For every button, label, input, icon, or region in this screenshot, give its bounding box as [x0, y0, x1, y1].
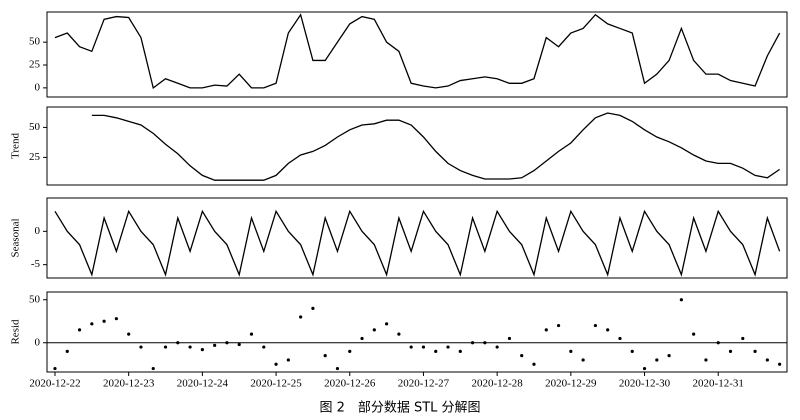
series-line	[54, 209, 781, 277]
resid-point	[348, 349, 352, 353]
resid-point	[421, 345, 426, 349]
y-axis-label: Trend	[10, 133, 22, 159]
resid-point	[225, 341, 229, 345]
resid-point	[360, 336, 364, 341]
resid-point	[495, 345, 499, 349]
resid-point	[139, 345, 143, 349]
resid-point	[127, 332, 131, 336]
x-tick-label: 2020-12-31	[693, 378, 744, 390]
y-tick-label: -5	[31, 258, 41, 270]
resid-point	[311, 306, 315, 310]
resid-point	[593, 323, 597, 328]
resid-point	[90, 322, 94, 326]
resid-point	[667, 354, 671, 358]
resid-point	[188, 345, 192, 349]
resid-point	[692, 332, 696, 336]
resid-point	[372, 328, 376, 332]
resid-point	[507, 336, 512, 341]
resid-point	[458, 349, 462, 353]
resid-point	[274, 362, 278, 366]
y-tick-label: 25	[29, 151, 41, 163]
caption: 图 2 部分数据 STL 分解图	[319, 401, 480, 416]
resid-point	[409, 345, 413, 349]
resid-point	[532, 362, 536, 366]
y-tick-label: 50	[29, 121, 41, 133]
resid-point	[581, 358, 585, 362]
resid-point	[323, 354, 327, 358]
resid-point	[114, 317, 118, 321]
resid-point	[102, 319, 106, 323]
x-tick-label: 2020-12-29	[545, 378, 597, 390]
x-tick-label: 2020-12-22	[29, 378, 80, 390]
panel-frame	[46, 11, 788, 98]
x-tick-label: 2020-12-23	[103, 378, 155, 390]
series-line	[54, 13, 781, 89]
x-tick-label: 2020-12-28	[471, 378, 523, 390]
y-tick-label: 0	[35, 336, 41, 348]
x-tick-label: 2020-12-27	[398, 378, 450, 390]
resid-point	[237, 342, 241, 347]
resid-point	[544, 328, 548, 332]
resid-point	[483, 341, 487, 345]
panel-frame	[46, 197, 788, 279]
resid-point	[385, 322, 389, 326]
resid-point	[299, 315, 303, 319]
resid-point	[249, 332, 254, 336]
y-tick-label: 50	[29, 36, 41, 48]
resid-point	[434, 349, 438, 353]
y-tick-label: 0	[35, 81, 41, 93]
resid-point	[778, 362, 782, 366]
y-tick-label: 50	[29, 293, 41, 305]
y-axis-label: Seasonal	[10, 218, 22, 257]
panel-frame	[46, 291, 788, 373]
resid-point	[642, 366, 647, 371]
resid-point	[630, 349, 634, 353]
resid-point	[618, 336, 622, 341]
resid-point	[397, 332, 401, 336]
resid-point	[262, 345, 266, 349]
resid-point	[716, 341, 720, 345]
y-axis-label: Resid	[10, 319, 22, 345]
resid-point	[151, 366, 155, 371]
resid-point	[704, 358, 708, 362]
resid-point	[655, 358, 659, 362]
resid-point	[176, 341, 180, 345]
resid-point	[163, 345, 168, 349]
resid-point	[446, 345, 450, 349]
resid-point	[753, 349, 757, 353]
resid-point	[606, 328, 610, 332]
resid-point	[200, 348, 204, 352]
resid-point	[77, 328, 82, 332]
resid-point	[53, 366, 57, 371]
series-line	[91, 112, 780, 181]
resid-point	[470, 341, 475, 345]
resid-point	[741, 336, 745, 341]
x-tick-label: 2020-12-25	[250, 378, 302, 390]
resid-point	[728, 349, 733, 353]
resid-point	[569, 349, 573, 353]
x-tick-label: 2020-12-26	[324, 378, 376, 390]
panel-frame	[46, 106, 788, 186]
y-tick-label: 25	[29, 59, 41, 71]
resid-point	[556, 323, 561, 328]
resid-point	[213, 343, 217, 347]
x-tick-label: 2020-12-30	[619, 378, 671, 390]
resid-point	[286, 358, 290, 362]
y-tick-label: 0	[35, 225, 41, 237]
resid-point	[520, 354, 524, 358]
x-tick-label: 2020-12-24	[177, 378, 229, 390]
resid-point	[679, 298, 683, 302]
resid-point	[65, 349, 69, 353]
resid-point	[335, 366, 340, 371]
resid-point	[765, 358, 769, 362]
